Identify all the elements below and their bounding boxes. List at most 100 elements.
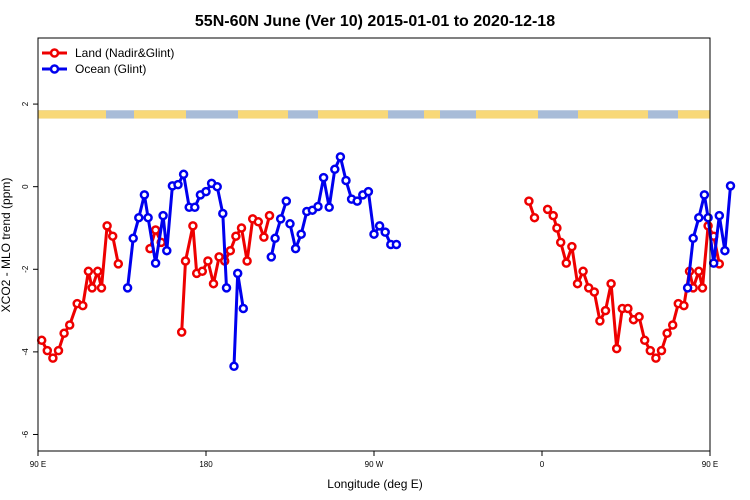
strip-land-block — [238, 110, 288, 119]
data-point — [236, 223, 247, 233]
x-tick-label: 90 W — [365, 460, 384, 469]
data-point — [296, 229, 306, 239]
data-point — [589, 287, 600, 297]
data-point — [290, 243, 301, 254]
legend: Land (Nadir&Glint) Ocean (Glint) — [42, 46, 174, 76]
data-point — [229, 361, 239, 372]
series-line — [40, 224, 120, 360]
data-point — [64, 320, 75, 330]
series-line — [269, 200, 288, 258]
data-point — [266, 252, 277, 262]
data-point — [201, 186, 211, 197]
data-point — [59, 328, 69, 339]
data-point — [253, 217, 264, 227]
data-point — [150, 258, 161, 268]
data-point — [134, 212, 144, 223]
data-point — [122, 283, 133, 293]
data-point — [524, 196, 534, 206]
data-point — [363, 186, 374, 197]
data-point — [542, 204, 553, 215]
data-point — [720, 245, 730, 256]
legend-ocean-label: Ocean (Glint) — [75, 62, 146, 76]
data-point — [285, 219, 295, 229]
strip-land-block — [578, 110, 648, 119]
data-point — [102, 221, 112, 231]
data-point — [259, 232, 269, 242]
data-point — [178, 169, 189, 180]
data-point — [208, 278, 219, 289]
series-layer — [36, 152, 736, 372]
data-point — [714, 210, 725, 221]
strip-land-block — [318, 110, 388, 119]
series-ocean — [122, 152, 736, 372]
series-land — [36, 196, 725, 363]
y-tick-label: 2 — [21, 101, 30, 106]
data-point — [242, 256, 252, 266]
data-point — [107, 231, 118, 241]
data-point — [139, 190, 150, 200]
data-point — [567, 241, 577, 252]
y-tick-label: 0 — [21, 184, 30, 189]
y-axis-label: XCO2 - MLO trend (ppm) — [0, 178, 13, 313]
data-point — [83, 266, 94, 277]
data-point — [651, 353, 661, 363]
data-point — [53, 345, 64, 356]
data-point — [190, 202, 200, 213]
data-point — [380, 227, 390, 237]
y-tick-label: -4 — [21, 348, 30, 356]
data-point — [561, 258, 572, 268]
data-point — [324, 202, 334, 213]
series-line — [232, 271, 245, 367]
data-point — [639, 335, 650, 346]
data-point — [694, 266, 704, 277]
data-point — [611, 343, 622, 354]
data-point — [162, 245, 172, 256]
data-point — [578, 266, 588, 277]
data-point — [78, 300, 88, 311]
data-point — [87, 283, 97, 293]
data-point — [708, 258, 719, 268]
y-tick-label: -2 — [21, 265, 30, 273]
data-point — [600, 305, 611, 316]
data-point — [606, 278, 616, 289]
data-point — [682, 283, 693, 293]
data-point — [92, 266, 103, 277]
data-point — [264, 210, 275, 221]
data-point — [369, 229, 379, 239]
data-point — [529, 212, 540, 223]
data-point — [645, 345, 656, 356]
data-point — [725, 181, 736, 191]
x-axis: 90 E 180 90 W 0 90 E — [30, 451, 718, 469]
land-ocean-strip — [38, 110, 710, 119]
data-point — [197, 266, 208, 277]
data-point — [203, 256, 213, 266]
data-point — [572, 278, 583, 289]
data-point — [173, 179, 183, 190]
data-point — [548, 210, 558, 221]
data-point — [180, 256, 191, 266]
data-point — [96, 283, 107, 293]
data-point — [42, 345, 53, 356]
series-line — [288, 155, 397, 251]
data-point — [231, 231, 241, 241]
data-point — [143, 212, 153, 223]
data-point — [212, 181, 222, 192]
x-tick-label: 90 E — [702, 460, 718, 469]
data-point — [694, 212, 704, 223]
data-point — [113, 259, 124, 269]
plot-frame — [37, 37, 711, 452]
data-point — [330, 164, 340, 175]
x-axis-label: Longitude (deg E) — [327, 477, 422, 491]
data-point — [679, 300, 689, 311]
data-point — [662, 328, 672, 339]
data-point — [656, 345, 667, 356]
data-point — [188, 221, 198, 231]
legend-land-label: Land (Nadir&Glint) — [75, 46, 174, 60]
data-point — [697, 283, 708, 293]
data-point — [352, 196, 362, 206]
legend-ocean-marker — [49, 64, 60, 74]
data-point — [595, 316, 605, 326]
chart-title: 55N-60N June (Ver 10) 2015-01-01 to 2020… — [195, 13, 555, 30]
data-point — [688, 233, 698, 244]
